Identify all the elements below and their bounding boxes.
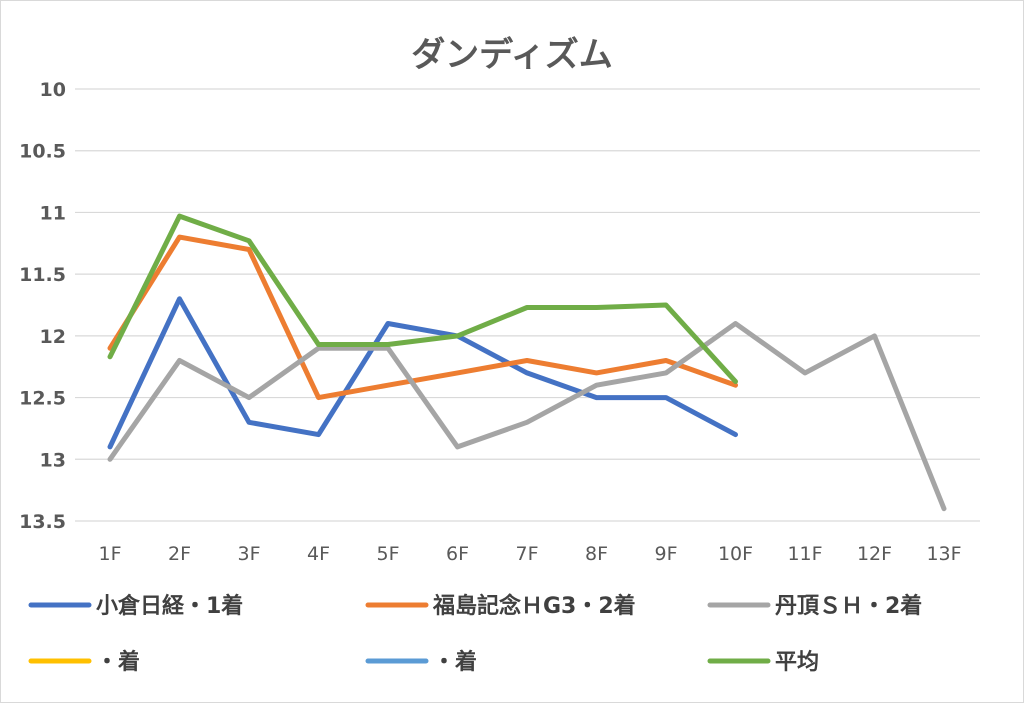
x-tick-label: 6F — [446, 543, 469, 565]
legend-label: ・着 — [433, 649, 477, 675]
x-tick-label: 4F — [307, 543, 330, 565]
x-tick-label: 3F — [237, 543, 260, 565]
x-tick-label: 1F — [98, 543, 121, 565]
x-tick-label: 8F — [585, 543, 608, 565]
series-line-2 — [107, 321, 947, 512]
x-tick-label: 2F — [168, 543, 191, 565]
y-tick-label: 10 — [40, 79, 66, 101]
series-line-0 — [107, 296, 738, 450]
y-tick-label: 12 — [40, 326, 66, 348]
y-tick-label: 13.5 — [19, 511, 66, 533]
y-axis-ticks: 10 10.5 11 11.5 12 12.5 13 13.5 — [19, 79, 66, 533]
legend-label: ・着 — [96, 649, 140, 675]
x-tick-label: 7F — [515, 543, 538, 565]
legend-label: 福島記念ＨG3・2着 — [432, 593, 636, 619]
x-axis-ticks: 1F 2F 3F 4F 5F 6F 7F 8F 9F 10F 11F 12F 13F — [98, 543, 961, 565]
legend-label: 平均 — [775, 649, 819, 675]
series-lines — [107, 213, 947, 512]
x-tick-label: 13F — [926, 543, 961, 565]
y-tick-label: 12.5 — [19, 388, 66, 410]
x-tick-label: 12F — [857, 543, 892, 565]
x-tick-label: 9F — [654, 543, 677, 565]
x-tick-label: 11F — [787, 543, 822, 565]
chart-title: ダンディズム — [411, 35, 613, 75]
x-tick-label: 10F — [718, 543, 753, 565]
legend-label: 小倉日経・1着 — [96, 593, 243, 619]
legend-label: 丹頂ＳＨ・2着 — [775, 593, 922, 619]
series-line-5 — [107, 213, 738, 384]
legend: 小倉日経・1着 福島記念ＨG3・2着 丹頂ＳＨ・2着・着 ・着 平均 — [28, 593, 922, 675]
gridlines — [75, 88, 980, 522]
y-tick-label: 11.5 — [19, 264, 66, 286]
y-tick-label: 13 — [40, 449, 66, 471]
x-tick-label: 5F — [376, 543, 399, 565]
y-tick-label: 11 — [40, 202, 66, 224]
y-tick-label: 10.5 — [19, 141, 66, 163]
series-line-1 — [107, 234, 738, 401]
